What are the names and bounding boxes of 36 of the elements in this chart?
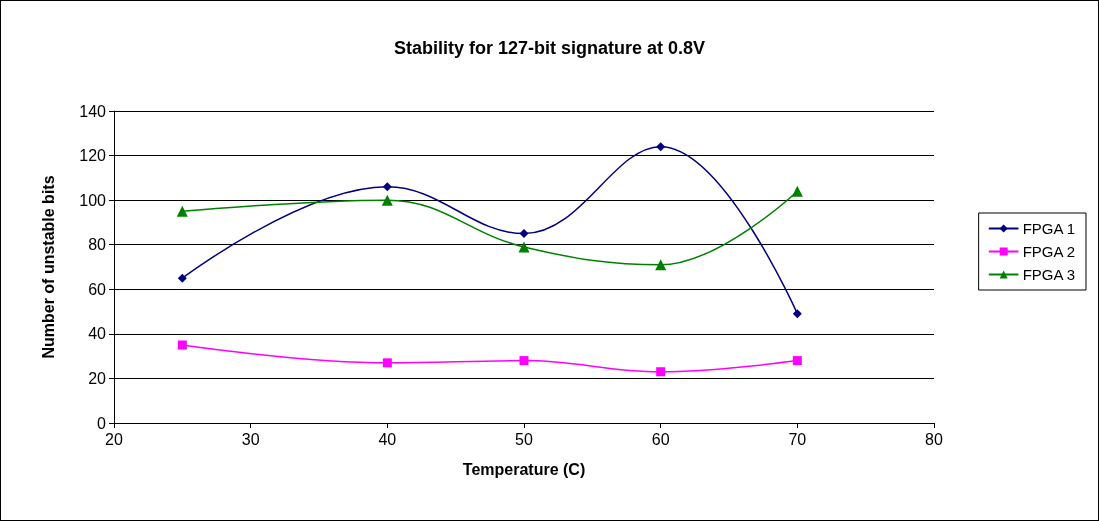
- y-tick-label: 0: [97, 414, 107, 432]
- x-tick-label: 50: [515, 430, 533, 448]
- point: [381, 194, 393, 206]
- point: [382, 182, 392, 192]
- x-axis-title: Temperature (C): [462, 460, 586, 478]
- x-tick-label: 60: [651, 430, 670, 448]
- y-tick-label: 100: [79, 191, 107, 209]
- point: [792, 356, 802, 366]
- x-tick-label: 80: [925, 430, 943, 448]
- point: [518, 241, 530, 253]
- y-tick-label: 40: [88, 325, 107, 343]
- y-tick-label: 80: [88, 236, 107, 254]
- point: [655, 259, 667, 271]
- point: [656, 367, 666, 377]
- legend-label: FPGA 2: [1022, 243, 1076, 260]
- x-tick-label: 30: [241, 430, 260, 448]
- y-tick-label: 60: [88, 280, 107, 298]
- point: [791, 185, 803, 197]
- x-tick-label: 40: [378, 430, 397, 448]
- y-tick-label: 20: [88, 369, 107, 387]
- point: [656, 142, 666, 152]
- chart-title: Stability for 127-bit signature at 0.8V: [393, 38, 706, 58]
- point: [176, 205, 188, 217]
- point: [382, 358, 392, 368]
- y-tick-label: 120: [79, 147, 107, 165]
- point: [177, 340, 187, 350]
- x-tick-label: 20: [105, 430, 123, 448]
- legend-label: FPGA 1: [1022, 220, 1076, 237]
- point: [519, 229, 529, 239]
- y-tick-label: 140: [79, 102, 107, 120]
- point: [519, 356, 529, 366]
- legend-label: FPGA 3: [1022, 266, 1076, 283]
- point: [177, 273, 187, 283]
- point: [792, 309, 802, 319]
- x-tick-label: 70: [788, 430, 807, 448]
- y-axis-title: Number of unstable bits: [39, 175, 57, 359]
